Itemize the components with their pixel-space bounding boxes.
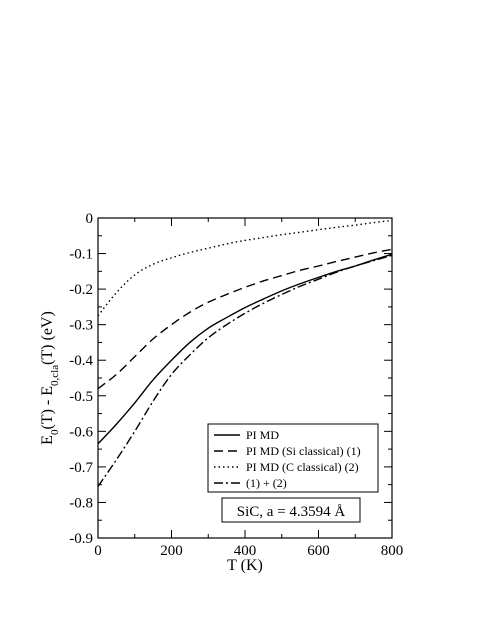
- legend-box: [207, 423, 379, 493]
- x-axis-title: T (K): [227, 557, 263, 574]
- y-tick-label: -0.1: [69, 247, 93, 263]
- y-tick-label: -0.2: [69, 282, 93, 298]
- series-line-1-2: [97, 254, 393, 487]
- x-tick-label: 600: [307, 543, 330, 559]
- y-tick-label: -0.5: [69, 389, 93, 405]
- x-tick-label: 400: [234, 543, 257, 559]
- y-axis-title: E0(T) - E0,cla(T) (eV): [39, 311, 61, 445]
- legend-label: (1) + (2): [246, 476, 287, 490]
- y-tick-label: -0.4: [69, 353, 93, 369]
- x-tick-label: 800: [381, 543, 404, 559]
- y-tick-labels: 0 -0.1 -0.2 -0.3 -0.4 -0.5 -0.6 -0.7 -0.8 -0.9: [69, 211, 93, 547]
- y-tick-label: -0.6: [69, 424, 93, 440]
- y-tick-label: -0.8: [69, 495, 93, 511]
- y-tick-label: -0.3: [69, 318, 93, 334]
- series-line-pi-md-c-classical-2: [97, 219, 393, 317]
- series-lines: [97, 219, 393, 487]
- legend: PI MD PI MD (Si classical) (1) PI MD (C cl…: [207, 423, 379, 493]
- axis-ticks: [97, 217, 393, 539]
- annotation-label: SiC, a = 4.3594 Å: [237, 504, 346, 520]
- annotation: SiC, a = 4.3594 Å: [221, 497, 361, 523]
- y-tick-label: 0: [86, 211, 94, 227]
- legend-label: PI MD (Si classical) (1): [246, 444, 361, 458]
- annotation-box: [221, 497, 361, 523]
- x-tick-label: 0: [94, 543, 102, 559]
- x-tick-labels: 0 200 400 600 800: [94, 543, 403, 559]
- x-tick-label: 200: [160, 543, 183, 559]
- legend-label: PI MD (C classical) (2): [246, 460, 359, 474]
- series-line-pi-md-si-classical-1: [97, 248, 393, 390]
- legend-label: PI MD: [246, 428, 279, 442]
- y-tick-label: -0.9: [69, 531, 93, 547]
- y-tick-label: -0.7: [69, 460, 93, 476]
